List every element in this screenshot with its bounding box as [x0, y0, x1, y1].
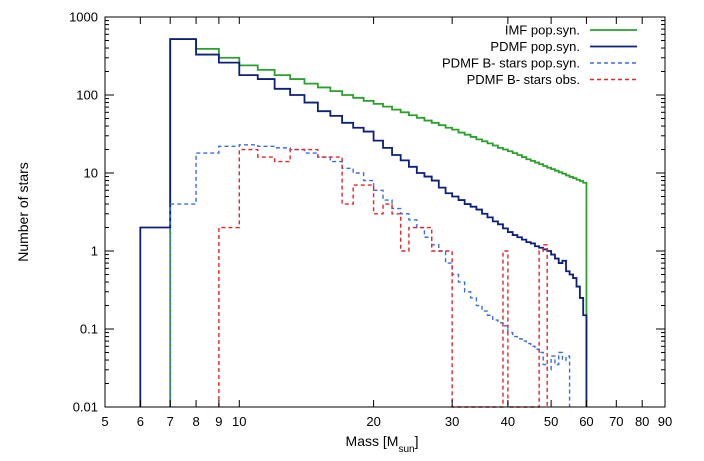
y-tick-label: 0.1 [80, 322, 98, 337]
legend-label-3: PDMF B- stars pop.syn. [442, 56, 580, 71]
y-axis-label: Number of stars [15, 162, 31, 262]
y-tick-label: 10 [84, 166, 98, 181]
plot-frame [104, 16, 666, 408]
series-line-1 [169, 38, 588, 407]
x-tick-label: 6 [137, 414, 144, 429]
legend-label-4: PDMF B- stars obs. [467, 72, 580, 87]
x-tick-label: 90 [658, 414, 672, 429]
x-tick-label: 60 [579, 414, 593, 429]
x-tick-label: 70 [609, 414, 623, 429]
series-line-2 [139, 38, 588, 407]
series-line-4 [218, 148, 548, 408]
legend: IMF pop.syn.PDMF pop.syn. PDMF B- stars p… [442, 23, 637, 87]
legend-label-2: PDMF pop.syn. [490, 39, 580, 54]
series-line-3 [169, 144, 571, 407]
x-tick-label: 8 [192, 414, 199, 429]
x-tick-label: 50 [544, 414, 558, 429]
x-tick-label: 7 [167, 414, 174, 429]
y-tick-label: 1 [91, 244, 98, 259]
y-tick-label: 100 [76, 88, 98, 103]
y-tick-label: 0.01 [73, 400, 98, 415]
x-tick-label: 30 [445, 414, 459, 429]
x-tick-label: 10 [232, 414, 246, 429]
x-tick-label: 80 [635, 414, 649, 429]
legend-label-1: IMF pop.syn. [505, 23, 580, 38]
axis-ticks: 5 6 7 8 9 10 20 30 40 50 60 70 80 90 0.01 0.1 1 10 100 1000 [69, 10, 672, 430]
x-axis-label: Mass [Msun] [346, 433, 419, 455]
x-tick-label: 20 [366, 414, 380, 429]
x-tick-label: 5 [101, 414, 108, 429]
x-tick-label: 9 [215, 414, 222, 429]
plot-area [139, 38, 588, 408]
x-tick-label: 40 [501, 414, 515, 429]
y-tick-label: 1000 [69, 10, 98, 25]
